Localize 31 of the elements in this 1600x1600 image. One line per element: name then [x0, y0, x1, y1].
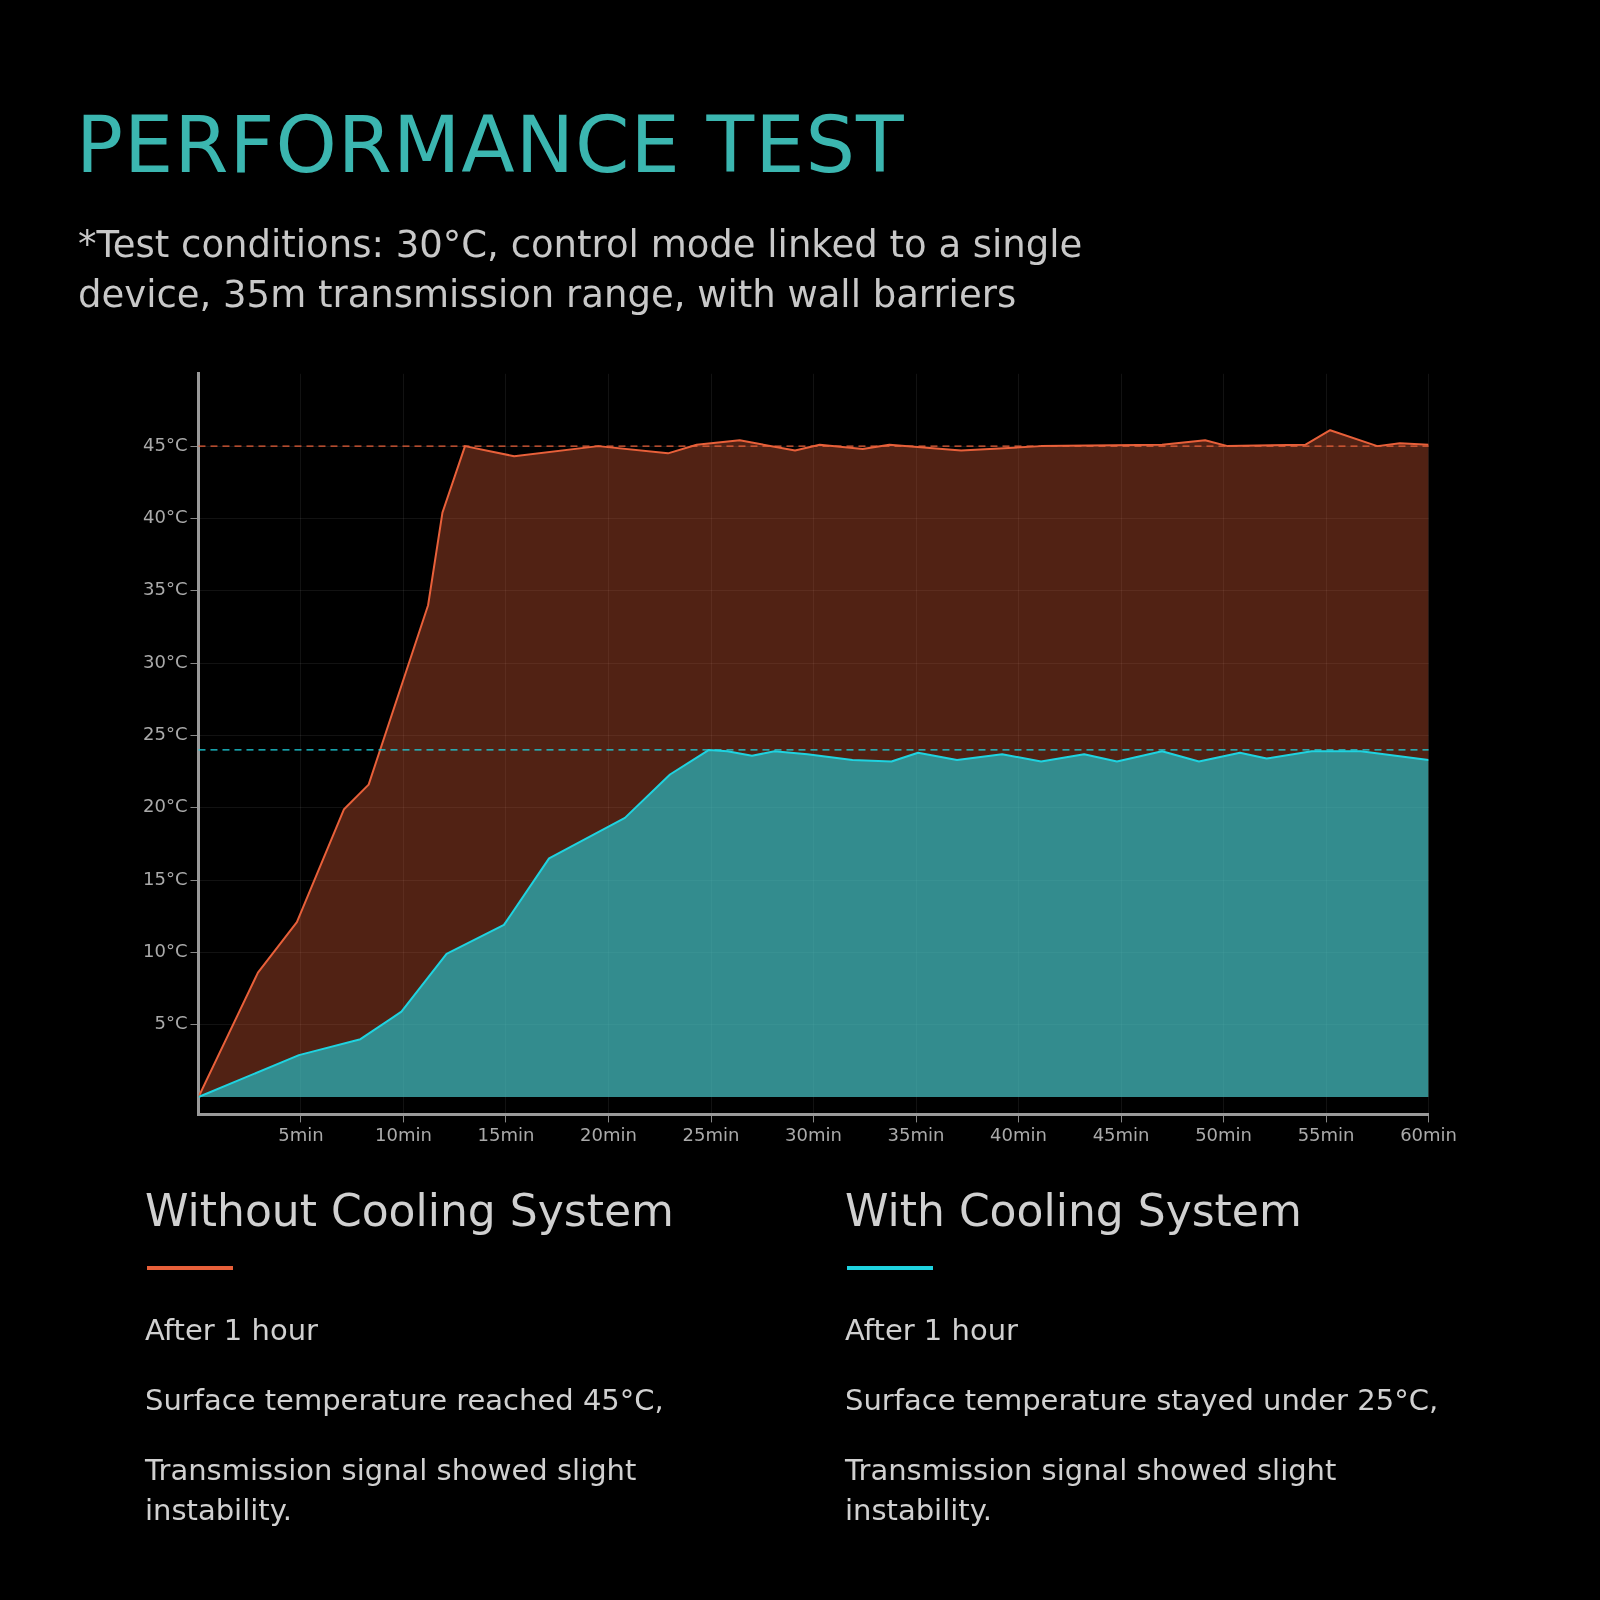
text: After 1 hour: [845, 1312, 1019, 1349]
series-label: Without Cooling System: [145, 1185, 675, 1236]
x-tick-label: 35min: [887, 1123, 945, 1145]
x-tick-label: 10min: [375, 1123, 432, 1145]
x-tick-label: 60min: [1400, 1123, 1458, 1145]
y-tick-label: 5°C: [154, 1012, 188, 1034]
text: Transmission signal showed slight instability.: [145, 1452, 638, 1529]
y-tick-label: 30°C: [142, 650, 188, 672]
x-tick-label: 20min: [580, 1123, 637, 1145]
x-tick-label: 45min: [1092, 1123, 1150, 1145]
y-tick-label: 20°C: [142, 795, 188, 817]
chart-subtitle: *Test conditions: 30°C, control mode linked to a single device, 35m transmission range, with wall barriers: [78, 222, 1084, 318]
x-tick-label: 30min: [785, 1123, 842, 1145]
chart-title: PERFORMANCE TEST: [76, 100, 905, 190]
y-tick-label: 35°C: [142, 578, 188, 600]
x-tick-label: 55min: [1297, 1123, 1355, 1145]
y-tick-label: 25°C: [142, 723, 188, 745]
x-tick-label: 40min: [990, 1123, 1047, 1145]
text: Transmission signal showed slight instability.: [845, 1452, 1338, 1529]
y-tick-label: 40°C: [142, 506, 188, 528]
y-tick-label: 15°C: [142, 867, 188, 889]
y-tick-label: 45°C: [142, 433, 188, 455]
text: Surface temperature reached 45°C,: [145, 1382, 665, 1419]
x-tick-label: 15min: [477, 1123, 535, 1145]
x-tick-label: 25min: [682, 1123, 740, 1145]
text: Surface temperature stayed under 25°C,: [845, 1382, 1440, 1419]
x-tick-label: 5min: [278, 1123, 324, 1145]
x-tick-label: 50min: [1195, 1123, 1252, 1145]
text: After 1 hour: [145, 1312, 319, 1349]
series-label: With Cooling System: [845, 1185, 1303, 1236]
y-tick-label: 10°C: [142, 940, 188, 962]
